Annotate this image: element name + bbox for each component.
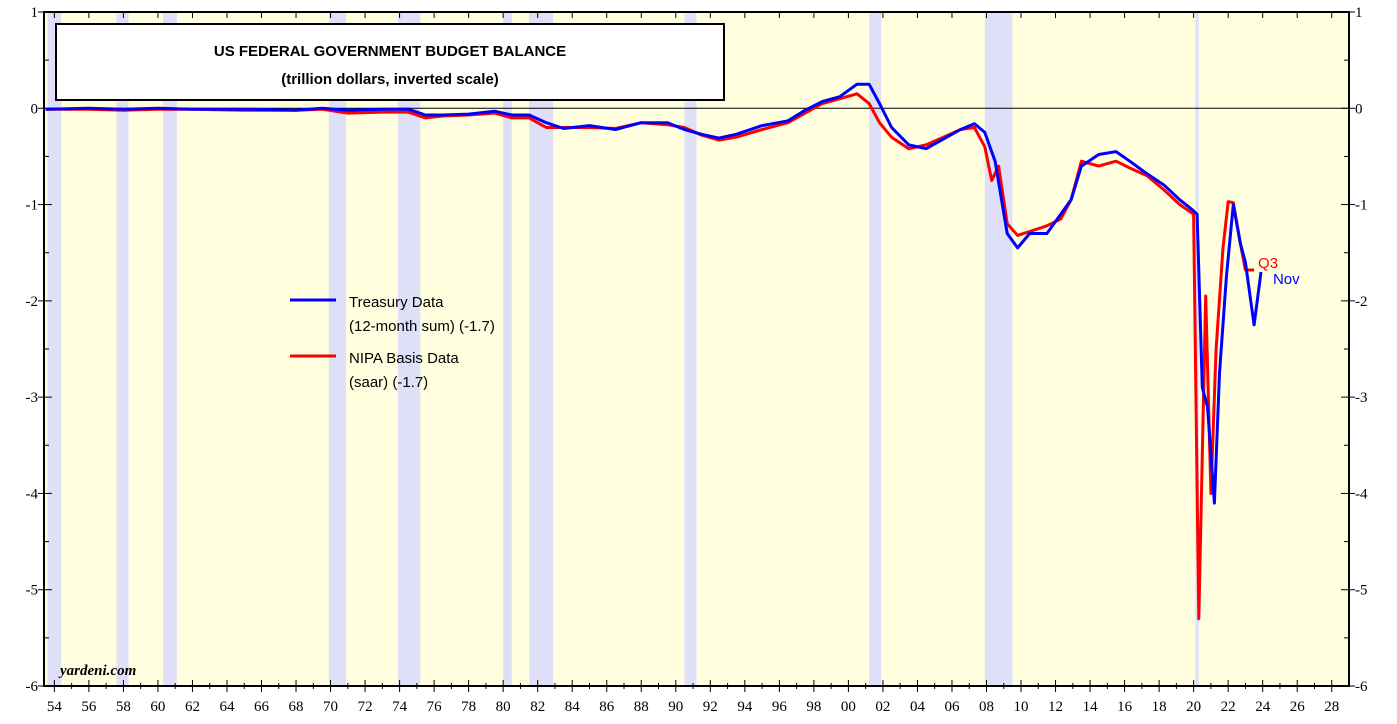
y-tick-label-right: -6 (1355, 679, 1368, 695)
x-tick-label: 98 (806, 699, 821, 715)
title-box (55, 23, 725, 101)
x-tick-label: 24 (1255, 699, 1271, 715)
y-tick-label-right: -3 (1355, 390, 1368, 406)
x-tick-label: 84 (565, 699, 581, 715)
chart-subtitle: (trillion dollars, inverted scale) (281, 71, 499, 88)
x-tick-label: 72 (358, 699, 373, 715)
y-tick-label-right: -4 (1355, 486, 1368, 502)
x-tick-label: 20 (1186, 699, 1201, 715)
recession-band (529, 12, 554, 686)
y-tick-label: -1 (26, 198, 39, 214)
recession-band (984, 12, 1013, 686)
x-tick-label: 06 (944, 699, 960, 715)
x-tick-label: 90 (668, 699, 683, 715)
series-line (45, 92, 1255, 621)
x-tick-label: 60 (150, 699, 165, 715)
watermark: yardeni.com (58, 663, 136, 679)
x-tick-label: 66 (254, 699, 270, 715)
x-tick-label: 70 (323, 699, 338, 715)
recession-band (163, 12, 177, 686)
x-tick-label: 18 (1152, 699, 1167, 715)
x-tick-label: 22 (1221, 699, 1236, 715)
chart-title: US FEDERAL GOVERNMENT BUDGET BALANCE (214, 43, 566, 60)
recession-band (684, 12, 697, 686)
x-tick-label: 86 (599, 699, 615, 715)
recession-band (328, 12, 347, 686)
y-tick-label-right: 0 (1355, 101, 1363, 117)
y-tick-label: 1 (31, 5, 39, 21)
y-tick-label: -6 (26, 679, 39, 695)
x-tick-label: 02 (875, 699, 890, 715)
x-tick-label: 58 (116, 699, 131, 715)
x-tick-label: 94 (737, 699, 753, 715)
x-tick-label: 14 (1083, 699, 1099, 715)
recession-band (503, 12, 512, 686)
y-tick-label: 0 (31, 101, 39, 117)
x-tick-label: 92 (703, 699, 718, 715)
x-tick-label: 96 (772, 699, 788, 715)
x-tick-label: 26 (1290, 699, 1306, 715)
legend-note: (saar) (-1.7) (349, 374, 428, 391)
legend-note: (12-month sum) (-1.7) (349, 318, 495, 335)
x-tick-label: 08 (979, 699, 994, 715)
end-label: Nov (1273, 271, 1300, 288)
x-tick-label: 78 (461, 699, 476, 715)
recession-band (116, 12, 129, 686)
y-tick-label: -5 (26, 583, 39, 599)
x-tick-label: 28 (1324, 699, 1339, 715)
x-tick-label: 04 (910, 699, 926, 715)
legend-label: Treasury Data (349, 294, 444, 311)
recession-band (397, 12, 421, 686)
x-tick-label: 12 (1048, 699, 1063, 715)
y-tick-label-right: -5 (1355, 583, 1368, 599)
x-tick-label: 82 (530, 699, 545, 715)
x-tick-label: 80 (496, 699, 511, 715)
x-tick-label: 76 (427, 699, 443, 715)
x-tick-label: 16 (1117, 699, 1133, 715)
y-tick-label: -2 (26, 294, 39, 310)
x-tick-label: 88 (634, 699, 649, 715)
y-tick-label-right: 1 (1355, 5, 1363, 21)
plot-frame (43, 11, 1350, 687)
x-tick-label: 00 (841, 699, 856, 715)
x-tick-label: 56 (81, 699, 97, 715)
legend-label: NIPA Basis Data (349, 350, 459, 367)
series-line (45, 82, 1263, 505)
end-label: Q3 (1258, 255, 1278, 272)
y-tick-label: -4 (26, 486, 39, 502)
x-tick-label: 62 (185, 699, 200, 715)
recession-band (1195, 12, 1199, 686)
recession-band (47, 12, 62, 686)
y-tick-label-right: -1 (1355, 198, 1368, 214)
recession-band (869, 12, 882, 686)
x-tick-label: 74 (392, 699, 408, 715)
x-tick-label: 10 (1014, 699, 1029, 715)
x-tick-label: 54 (47, 699, 63, 715)
y-tick-label: -3 (26, 390, 39, 406)
x-tick-label: 64 (219, 699, 235, 715)
y-tick-label-right: -2 (1355, 294, 1368, 310)
x-tick-label: 68 (289, 699, 304, 715)
